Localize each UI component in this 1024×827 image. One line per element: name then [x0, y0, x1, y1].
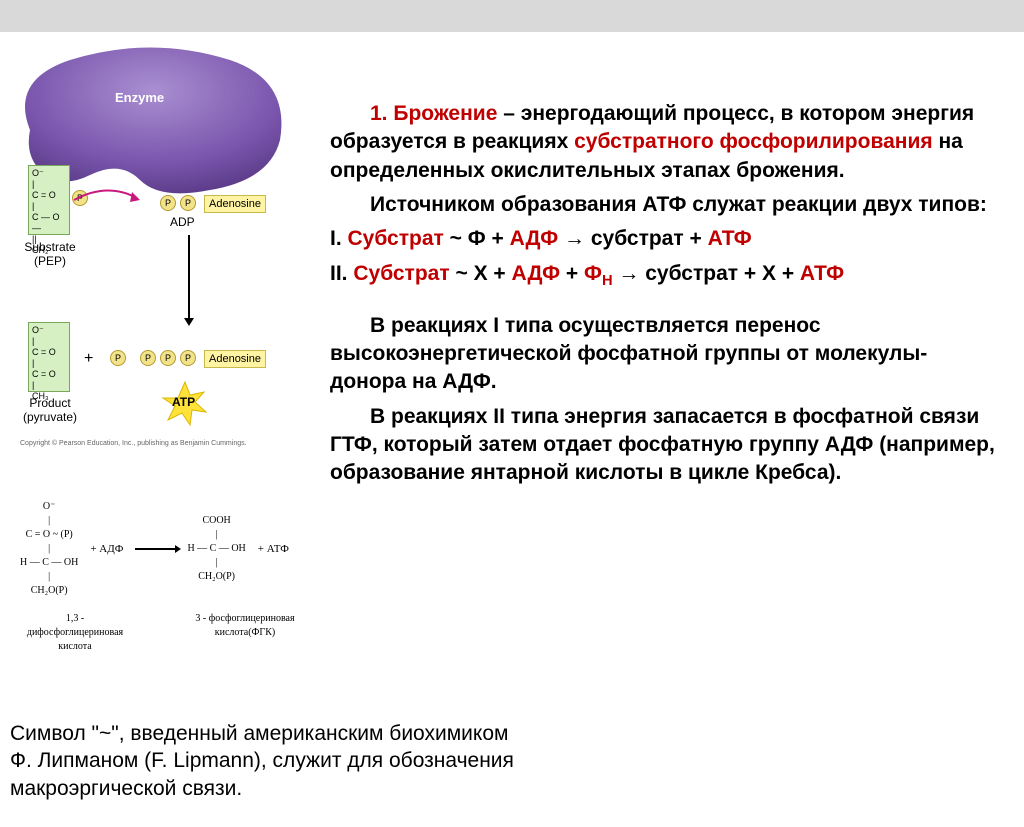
phosphate-icon: P	[180, 350, 196, 366]
chem-line: H — C — OH	[20, 556, 78, 570]
atp-label: ATP	[172, 395, 195, 409]
adp-label: ADP	[170, 215, 195, 229]
r2-d: → субстрат + X +	[613, 262, 800, 285]
substrate-pep-box: O⁻|C = O|C — O —||CH₂	[28, 165, 70, 235]
reaction-2: II. Субстрат ~ X + АДФ + ФН → субстрат +…	[330, 260, 1000, 292]
top-bar	[0, 0, 1024, 32]
r2-fn: Ф	[584, 262, 602, 285]
r2-c: +	[560, 262, 584, 285]
arrow-down-icon	[188, 235, 190, 320]
phosphate-icon: P	[160, 195, 176, 211]
adf-text: + АДФ	[90, 542, 123, 556]
paragraph-4: В реакциях II типа энергия запасается в …	[330, 403, 1000, 488]
molecule-left: O⁻ | C = O ~ (P) | H — C — OH | CH₂O(P)	[20, 500, 78, 598]
r1-atf: АТФ	[708, 227, 752, 250]
plus-sign: +	[84, 350, 93, 368]
enzyme-diagram: Enzyme O⁻|C = O|C — O —||CH₂ Substrate(P…	[10, 40, 290, 420]
phosphate-icon: P	[110, 350, 126, 366]
chem-line: COOH	[202, 514, 230, 528]
r1-b: ~ Ф +	[444, 227, 510, 250]
reaction-arrow-icon	[72, 180, 142, 210]
paragraph-3: В реакциях I типа осуществляется перенос…	[330, 312, 1000, 397]
product-pyruvate-box: O⁻|C = O|C = O|CH₃	[28, 322, 70, 392]
reaction-arrow-icon	[135, 548, 175, 550]
p1-red: субстратного фосфорилирования	[574, 130, 933, 153]
main-text-column: 1. Брожение – энергодающий процесс, в ко…	[330, 100, 1000, 494]
reaction-1: I. Субстрат ~ Ф + АДФ → субстрат + АТФ	[330, 225, 1000, 253]
molecule-right: COOH | H — C — OH | CH₂O(P)	[187, 514, 245, 584]
substrate-label: Substrate(PEP)	[20, 240, 80, 268]
bottom-note: Символ "~", введенный американским биохи…	[10, 720, 530, 802]
r1-a: I.	[330, 227, 348, 250]
chem-line: C = O ~ (P)	[26, 528, 73, 542]
chem-line: O⁻	[43, 500, 56, 514]
r2-adf: АДФ	[512, 262, 561, 285]
r1-adf: АДФ	[510, 227, 559, 250]
chem-line: CH₂O(P)	[31, 584, 68, 598]
r2-a: II.	[330, 262, 353, 285]
p1-lead: 1. Брожение	[370, 102, 497, 125]
chemical-reaction-diagram: O⁻ | C = O ~ (P) | H — C — OH | CH₂O(P) …	[20, 500, 320, 654]
paragraph-1: 1. Брожение – энергодающий процесс, в ко…	[330, 100, 1000, 185]
left-column: Enzyme O⁻|C = O|C — O —||CH₂ Substrate(P…	[10, 40, 300, 420]
molecule-left-name: 1,3 - дифосфоглицериноваякислота	[20, 612, 130, 654]
phosphate-icon: P	[140, 350, 156, 366]
chem-line: H — C — OH	[187, 542, 245, 556]
paragraph-2: Источником образования АТФ служат реакци…	[330, 191, 1000, 219]
product-label: Product(pyruvate)	[20, 396, 80, 424]
enzyme-label: Enzyme	[115, 90, 164, 105]
r1-sub: Субстрат	[348, 227, 444, 250]
r2-n: Н	[602, 273, 613, 289]
r2-sub: Субстрат	[353, 262, 449, 285]
atf-text: + АТФ	[258, 542, 289, 556]
r2-atf: АТФ	[800, 262, 844, 285]
chem-line: CH₂O(P)	[198, 570, 235, 584]
phosphate-icon: P	[180, 195, 196, 211]
adenosine-box-1: Adenosine	[204, 195, 266, 213]
phosphate-icon: P	[160, 350, 176, 366]
copyright-text: Copyright © Pearson Education, Inc., pub…	[20, 440, 247, 447]
adenosine-box-2: Adenosine	[204, 350, 266, 368]
r1-c: → субстрат +	[558, 227, 707, 250]
molecule-right-name: 3 - фосфоглицериноваякислота(ФГК)	[190, 612, 300, 654]
r2-b: ~ X +	[450, 262, 512, 285]
